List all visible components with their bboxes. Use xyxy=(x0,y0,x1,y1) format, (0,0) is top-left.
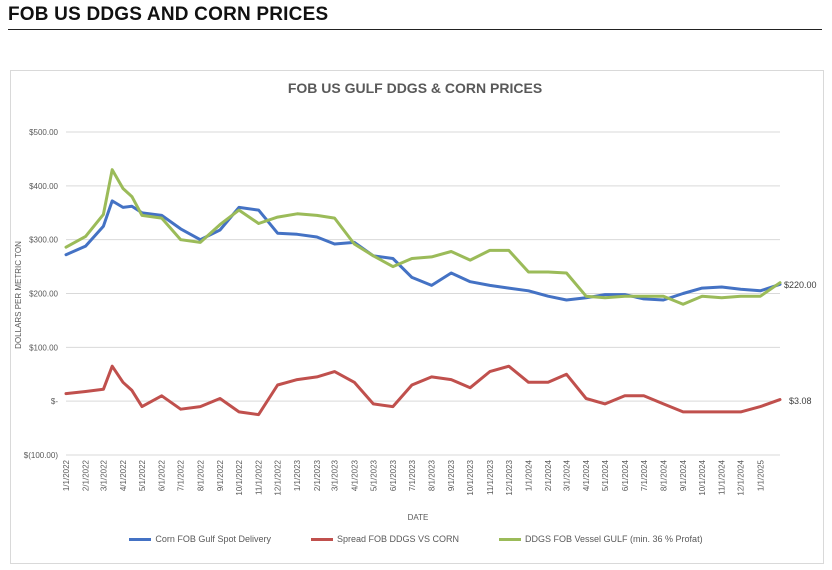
x-tick-label: 2/1/2022 xyxy=(82,459,91,491)
x-tick-label: 1/1/2024 xyxy=(524,459,533,491)
x-tick-label: 9/1/2024 xyxy=(679,459,688,491)
x-tick-label: 7/1/2022 xyxy=(177,459,186,491)
legend-item-corn: Corn FOB Gulf Spot Delivery xyxy=(129,534,271,544)
x-tick-label: 2/1/2023 xyxy=(313,459,322,491)
x-tick-label: 5/1/2024 xyxy=(601,459,610,491)
chart-legend: Corn FOB Gulf Spot Delivery Spread FOB D… xyxy=(0,534,832,544)
y-tick-label: $500.00 xyxy=(29,128,58,137)
legend-swatch-spread xyxy=(310,537,333,541)
x-tick-label: 12/1/2023 xyxy=(505,459,514,495)
x-tick-label: 11/1/2023 xyxy=(486,459,495,495)
y-tick-labels: $500.00 $400.00 $300.00 $200.00 $100.00 $- $(1… xyxy=(24,128,59,460)
y-tick-label: $(100.00) xyxy=(24,451,59,460)
x-tick-label: 12/1/2022 xyxy=(274,459,283,495)
y-tick-label: $- xyxy=(51,397,58,406)
legend-label-corn: Corn FOB Gulf Spot Delivery xyxy=(155,534,271,544)
x-tick-label: 3/1/2023 xyxy=(331,459,340,491)
end-label-spread: $3.08 xyxy=(789,396,812,406)
x-tick-label: 1/1/2023 xyxy=(293,459,302,491)
x-tick-label: 5/1/2022 xyxy=(138,459,147,491)
x-tick-label: 1/1/2025 xyxy=(756,459,765,491)
y-tick-label: $100.00 xyxy=(29,343,58,352)
y-axis-label: DOLLARS PER METRIC TON xyxy=(14,241,23,349)
x-tick-label: 1/1/2022 xyxy=(62,459,71,491)
legend-swatch-ddgs xyxy=(499,537,522,541)
x-tick-label: 8/1/2022 xyxy=(196,459,205,491)
x-tick-label: 4/1/2024 xyxy=(582,459,591,491)
x-tick-label: 3/1/2022 xyxy=(99,459,108,491)
x-tick-label: 9/1/2023 xyxy=(447,459,456,491)
x-tick-label: 7/1/2024 xyxy=(640,459,649,491)
series-line-spread xyxy=(64,364,782,417)
x-tick-label: 10/1/2024 xyxy=(698,459,707,495)
x-tick-label: 7/1/2023 xyxy=(408,459,417,491)
x-tick-label: 4/1/2022 xyxy=(119,459,128,491)
legend-label-spread: Spread FOB DDGS VS CORN xyxy=(336,534,460,544)
end-label-ddgs: $220.00 xyxy=(784,280,817,290)
x-tick-label: 5/1/2023 xyxy=(369,459,378,491)
x-tick-label: 12/1/2024 xyxy=(737,459,746,495)
x-tick-label: 10/1/2023 xyxy=(466,459,475,495)
legend-item-ddgs: DDGS FOB Vessel GULF (min. 36 % Profat) xyxy=(499,534,703,544)
x-tick-label: 4/1/2023 xyxy=(350,459,359,491)
x-tick-label: 11/1/2022 xyxy=(255,459,264,495)
x-tick-label: 3/1/2024 xyxy=(562,459,571,491)
legend-swatch-corn xyxy=(129,537,152,541)
chart-frame xyxy=(10,70,824,564)
title-divider xyxy=(8,29,822,30)
x-tick-label: 8/1/2023 xyxy=(428,459,437,491)
x-tick-label: 6/1/2022 xyxy=(158,459,167,491)
x-tick-label: 6/1/2023 xyxy=(389,459,398,491)
series-lines xyxy=(64,168,782,417)
series-line-ddgs xyxy=(64,168,782,306)
x-tick-label: 2/1/2024 xyxy=(544,459,553,491)
x-tick-label: 11/1/2024 xyxy=(718,459,727,495)
legend-item-spread: Spread FOB DDGS VS CORN xyxy=(310,534,460,544)
y-tick-label: $200.00 xyxy=(29,290,58,299)
chart-title: FOB US GULF DDGS & CORN PRICES xyxy=(288,80,542,96)
y-tick-label: $400.00 xyxy=(29,182,58,191)
page-title: FOB US DDGS AND CORN PRICES xyxy=(8,4,329,25)
x-tick-label: 8/1/2024 xyxy=(659,459,668,491)
x-tick-label: 6/1/2024 xyxy=(621,459,630,491)
legend-label-ddgs: DDGS FOB Vessel GULF (min. 36 % Profat) xyxy=(525,534,703,544)
y-tick-label: $300.00 xyxy=(29,236,58,245)
x-tick-label: 9/1/2022 xyxy=(216,459,225,491)
x-tick-labels: 1/1/2022 2/1/2022 3/1/2022 4/1/2022 5/1/2022… xyxy=(62,459,765,495)
x-axis-label: DATE xyxy=(408,513,429,522)
series-line-corn xyxy=(64,199,782,302)
x-tick-label: 10/1/2022 xyxy=(235,459,244,495)
